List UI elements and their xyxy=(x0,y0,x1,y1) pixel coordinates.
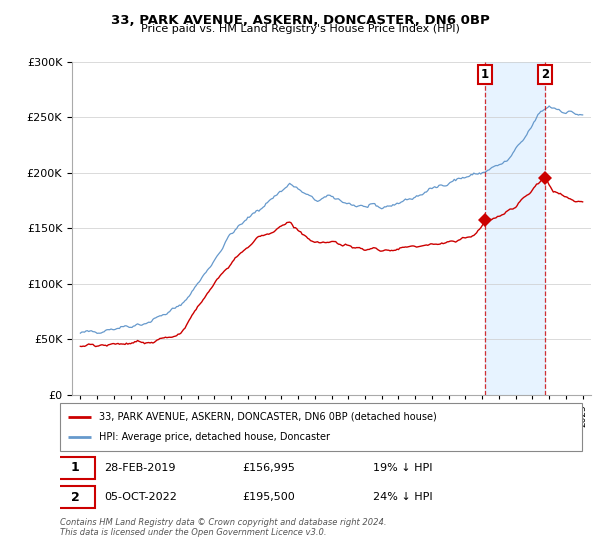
Text: 2: 2 xyxy=(71,491,80,503)
Text: Price paid vs. HM Land Registry's House Price Index (HPI): Price paid vs. HM Land Registry's House … xyxy=(140,24,460,34)
Text: 28-FEB-2019: 28-FEB-2019 xyxy=(104,463,176,473)
Text: Contains HM Land Registry data © Crown copyright and database right 2024.
This d: Contains HM Land Registry data © Crown c… xyxy=(60,518,386,538)
Text: 05-OCT-2022: 05-OCT-2022 xyxy=(104,492,177,502)
Text: 33, PARK AVENUE, ASKERN, DONCASTER, DN6 0BP (detached house): 33, PARK AVENUE, ASKERN, DONCASTER, DN6 … xyxy=(99,412,437,422)
FancyBboxPatch shape xyxy=(56,456,95,479)
Text: £156,995: £156,995 xyxy=(242,463,296,473)
Text: £195,500: £195,500 xyxy=(242,492,295,502)
Text: 1: 1 xyxy=(481,68,489,81)
Text: 24% ↓ HPI: 24% ↓ HPI xyxy=(373,492,433,502)
FancyBboxPatch shape xyxy=(60,403,582,451)
Text: 33, PARK AVENUE, ASKERN, DONCASTER, DN6 0BP: 33, PARK AVENUE, ASKERN, DONCASTER, DN6 … xyxy=(110,14,490,27)
Bar xyxy=(485,62,545,395)
Text: HPI: Average price, detached house, Doncaster: HPI: Average price, detached house, Donc… xyxy=(99,432,330,442)
Text: 1: 1 xyxy=(71,461,80,474)
Text: 19% ↓ HPI: 19% ↓ HPI xyxy=(373,463,433,473)
FancyBboxPatch shape xyxy=(56,486,95,508)
Text: 2: 2 xyxy=(541,68,549,81)
